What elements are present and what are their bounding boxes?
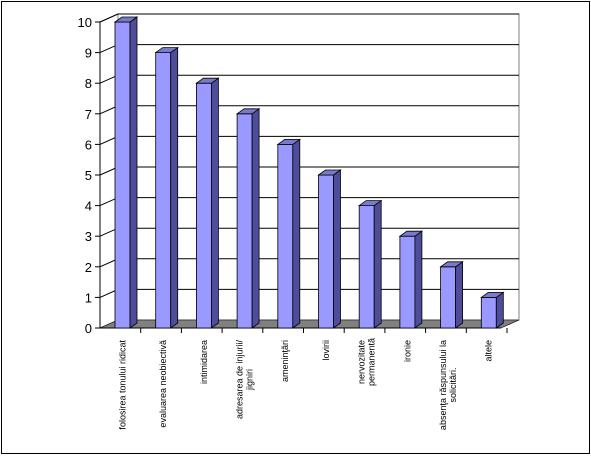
y-tick-label: 1 [85, 290, 92, 305]
x-tick-label-line: adresarea de injurii/ [234, 340, 244, 420]
x-tick-label-line: nervozitate [357, 340, 367, 384]
bar-side [251, 108, 260, 329]
bar [195, 77, 220, 329]
bar-side [129, 16, 138, 329]
bar-top [439, 261, 464, 268]
bar-top [317, 169, 342, 176]
y-tick-label: 4 [85, 199, 92, 214]
bar-top [357, 200, 383, 207]
x-tick-label: lovirii [321, 340, 331, 361]
bar [357, 199, 383, 329]
x-tick-label: nervozitatepermanentă [357, 338, 377, 386]
y-tick-label: 5 [85, 168, 92, 183]
bar-top [113, 16, 139, 23]
bar-top [276, 138, 302, 145]
y-tick-label: 10 [78, 15, 92, 30]
bar-front [114, 21, 131, 329]
x-tick-label-line: altele [484, 340, 494, 362]
bar [480, 291, 505, 329]
y-tick-label: 0 [85, 321, 92, 336]
bar [317, 169, 342, 329]
bar-front [318, 174, 334, 329]
bar-top [398, 230, 424, 237]
x-tick-label-line: absenţa răspunsului la [438, 340, 448, 430]
y-tick-label: 9 [85, 46, 92, 61]
x-tick-label: absenţa răspunsului lasolicitări. [438, 340, 458, 430]
x-tick-label-line: lovirii [321, 340, 331, 361]
x-tick-label: altele [484, 340, 494, 362]
bar-top [480, 291, 505, 298]
y-tick-label: 3 [85, 229, 92, 244]
y-tick-label: 2 [85, 260, 92, 275]
bar-front [480, 296, 497, 329]
bars [113, 16, 505, 329]
y-tick-label: 8 [85, 76, 92, 91]
x-tick-label-line: solicitări. [448, 368, 458, 403]
x-tick-label: folosirea tonului ridicat [117, 340, 127, 430]
y-tick-labels: 0 1 2 3 4 5 6 7 8 9 10 [78, 15, 92, 336]
bar-side [495, 291, 504, 329]
bar [154, 46, 179, 329]
bar-side [455, 261, 464, 329]
bar [439, 261, 464, 329]
bar-side [170, 46, 179, 329]
bar-front [277, 143, 294, 329]
bar [398, 230, 424, 329]
gridline [99, 13, 519, 23]
x-tick-label: adresarea de injurii/jigniri [234, 340, 254, 420]
bar [276, 138, 302, 329]
bar-front [155, 52, 172, 329]
x-tick-label: intimidarea [199, 340, 209, 384]
bar [113, 16, 139, 329]
x-tick-label: ameninţări [280, 340, 290, 382]
bar-side [333, 169, 341, 329]
x-tick-label-line: intimidarea [199, 340, 209, 384]
bar-side [292, 138, 301, 329]
x-tick-label-line: evaluarea neobiectivă [158, 340, 168, 428]
bar-front [195, 82, 212, 329]
x-tick-labels: folosirea tonului ridicat evaluarea neobi… [117, 338, 493, 430]
x-tick-label-line: jigniri [244, 369, 254, 391]
x-tick-label-line: ameninţări [280, 340, 290, 382]
bar-side [414, 230, 423, 329]
y-tick-label: 6 [85, 137, 92, 152]
x-tick-label: ironie [402, 340, 412, 362]
bar-front [358, 205, 375, 329]
bar-side [373, 199, 382, 329]
bar-front [399, 235, 416, 329]
x-tick-label-line: permanentă [367, 338, 377, 386]
y-tick-label: 7 [85, 107, 92, 122]
bar-top [154, 47, 179, 53]
bar-top [235, 108, 261, 115]
bar [235, 108, 261, 329]
x-tick-label-line: ironie [402, 340, 412, 362]
bar-top [195, 77, 220, 84]
x-tick-label-line: folosirea tonului ridicat [117, 340, 127, 430]
bar-side [210, 77, 219, 329]
bar-front [440, 266, 457, 329]
x-tick-label: evaluarea neobiectivă [158, 340, 168, 428]
bar-front [236, 113, 253, 329]
